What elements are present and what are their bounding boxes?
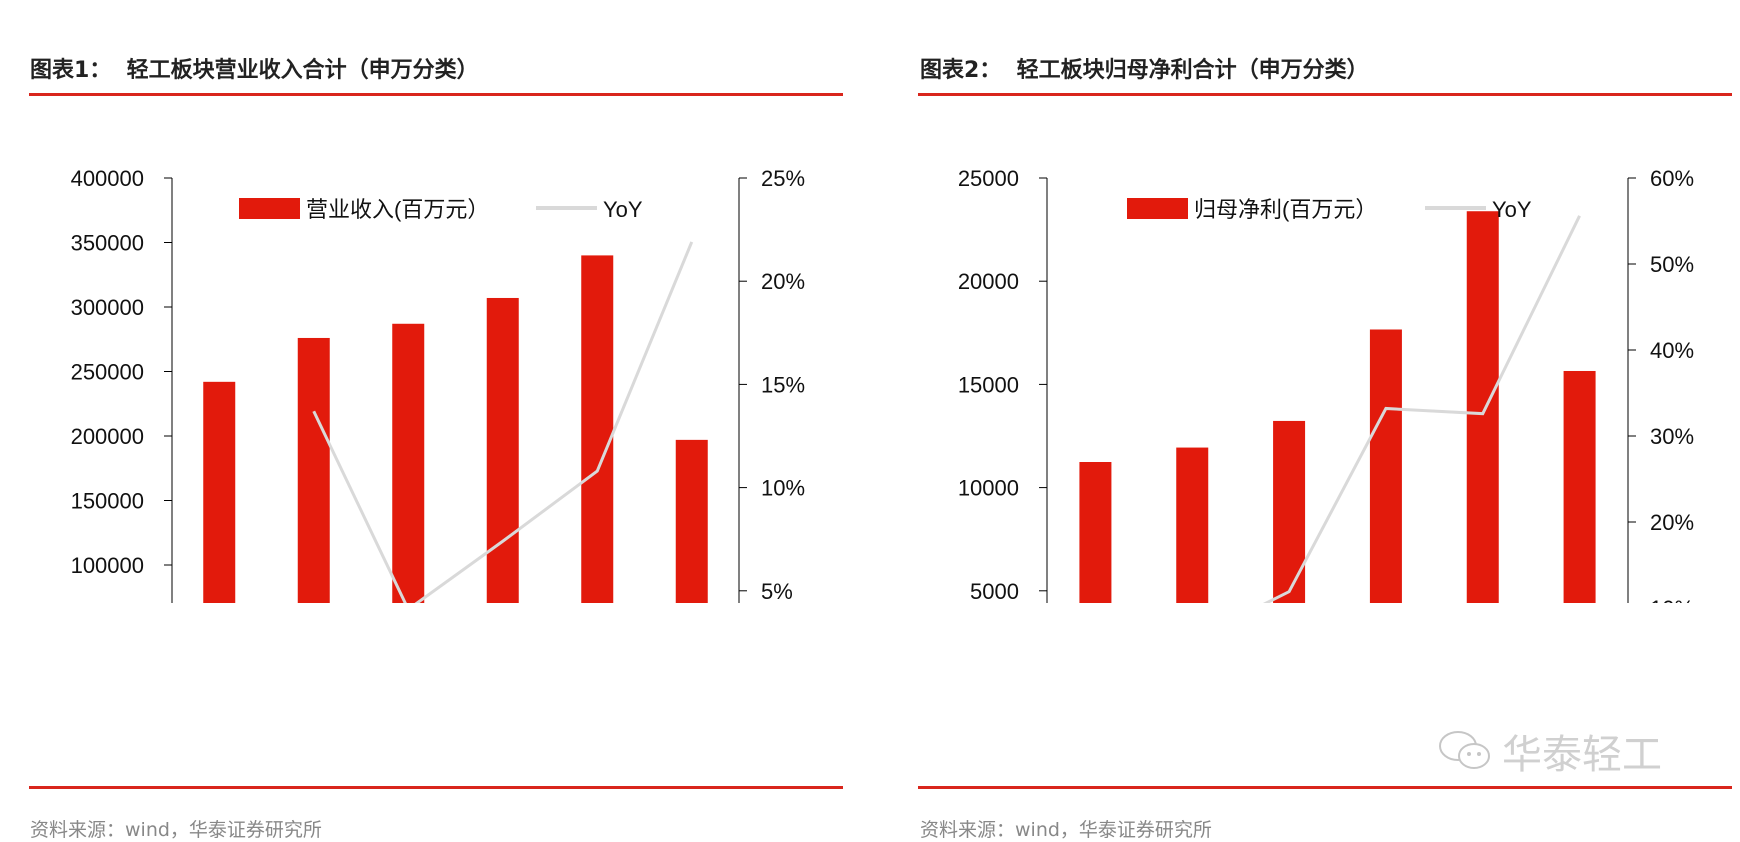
bar-2013 <box>298 338 330 603</box>
wechat-icon <box>1438 728 1494 774</box>
left-tick-label: 25000 <box>958 166 1019 191</box>
bar-2015 <box>487 298 519 603</box>
watermark: 华泰轻工 <box>1438 722 1662 780</box>
bar-2016 <box>1467 211 1499 603</box>
legend-bar-swatch <box>1127 198 1188 219</box>
chart-panel-1: 图表1： 轻工板块营业收入合计（申万分类） 050000100000150000… <box>0 0 870 603</box>
legend-bar-swatch <box>239 198 300 219</box>
left-tick-label: 350000 <box>71 231 144 256</box>
bar-2016 <box>581 255 613 603</box>
right-tick-label: 50% <box>1650 252 1694 277</box>
right-tick-label: 5% <box>761 579 793 603</box>
legend-line-label: YoY <box>603 197 643 222</box>
chart-1-svg: 0500001000001500002000002500003000003500… <box>0 0 870 603</box>
legend-bar-label: 归母净利(百万元） <box>1194 197 1377 222</box>
left-tick-label: 400000 <box>71 166 144 191</box>
chart-panel-2: 图表2： 轻工板块归母净利合计（申万分类） 050001000015000200… <box>870 0 1740 603</box>
source-note-1: 资料来源：wind，华泰证券研究所 <box>30 815 322 842</box>
right-tick-label: 25% <box>761 166 805 191</box>
bar-2014 <box>1273 421 1305 603</box>
bar-2017H1 <box>676 440 708 603</box>
right-tick-label: 10% <box>761 476 805 501</box>
footer-divider-1 <box>29 786 843 789</box>
bar-2012 <box>1079 462 1111 603</box>
right-tick-label: 30% <box>1650 424 1694 449</box>
bar-2013 <box>1176 448 1208 603</box>
chart-2-svg: 05000100001500020000250000%10%20%30%40%5… <box>870 0 1740 603</box>
right-tick-label: 60% <box>1650 166 1694 191</box>
right-tick-label: 15% <box>761 372 805 397</box>
left-tick-label: 10000 <box>958 476 1019 501</box>
left-tick-label: 15000 <box>958 372 1019 397</box>
left-tick-label: 200000 <box>71 424 144 449</box>
left-tick-label: 20000 <box>958 269 1019 294</box>
legend-bar-label: 营业收入(百万元） <box>306 197 489 222</box>
bar-2012 <box>203 382 235 603</box>
bar-2014 <box>392 324 424 603</box>
left-tick-label: 100000 <box>71 553 144 578</box>
footer-divider-2 <box>918 786 1732 789</box>
bar-2017H1 <box>1564 371 1596 603</box>
legend-line-label: YoY <box>1492 197 1532 222</box>
watermark-text: 华泰轻工 <box>1502 722 1662 780</box>
source-note-2: 资料来源：wind，华泰证券研究所 <box>920 815 1212 842</box>
left-tick-label: 150000 <box>71 489 144 514</box>
right-tick-label: 20% <box>1650 510 1694 535</box>
right-tick-label: 40% <box>1650 338 1694 363</box>
right-tick-label: 10% <box>1650 596 1694 603</box>
left-tick-label: 5000 <box>970 579 1019 603</box>
left-tick-label: 250000 <box>71 360 144 385</box>
bar-2015 <box>1370 329 1402 603</box>
right-tick-label: 20% <box>761 269 805 294</box>
left-tick-label: 300000 <box>71 295 144 320</box>
